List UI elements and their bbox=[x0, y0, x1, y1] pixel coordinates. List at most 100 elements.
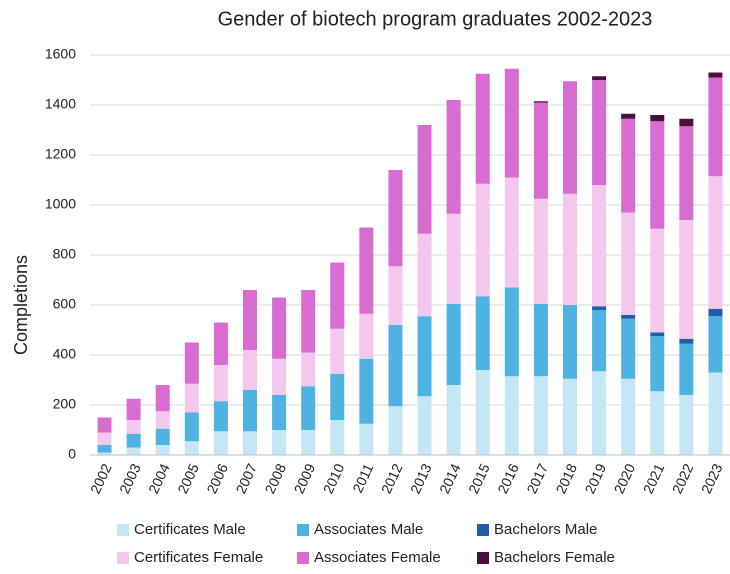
bar-segment bbox=[359, 423, 374, 455]
bar-segment bbox=[592, 80, 607, 185]
bar-segment bbox=[592, 185, 607, 307]
bar-segment bbox=[97, 432, 112, 445]
bar-segment bbox=[446, 213, 461, 304]
legend-swatch bbox=[117, 524, 129, 536]
bar-segment bbox=[592, 76, 607, 80]
bar-segment bbox=[621, 378, 636, 455]
bar-segment bbox=[213, 365, 228, 402]
bar-segment bbox=[126, 398, 141, 420]
y-tick-label: 1400 bbox=[45, 96, 76, 112]
bar-segment bbox=[563, 378, 577, 455]
legend-swatch bbox=[117, 552, 129, 564]
bar-segment bbox=[708, 176, 723, 309]
bar-segment bbox=[213, 322, 228, 365]
y-tick-label: 1200 bbox=[45, 146, 76, 162]
bar-segment bbox=[679, 126, 694, 220]
legend-label: Certificates Female bbox=[134, 549, 263, 566]
bar-segment bbox=[97, 417, 112, 433]
x-tick-label: 2019 bbox=[581, 461, 609, 496]
bar-segment bbox=[243, 350, 257, 390]
bar-segment bbox=[621, 212, 636, 315]
bar-segment bbox=[563, 305, 577, 379]
y-tick-label: 200 bbox=[53, 396, 77, 412]
legend-swatch bbox=[297, 524, 309, 536]
chart-title: Gender of biotech program graduates 2002… bbox=[218, 8, 653, 30]
legend-label: Associates Female bbox=[314, 549, 441, 566]
bar-segment bbox=[388, 266, 403, 325]
x-tick-label: 2021 bbox=[640, 461, 668, 496]
bar-segment bbox=[679, 118, 694, 127]
x-tick-label: 2022 bbox=[669, 461, 697, 496]
x-tick-label: 2010 bbox=[320, 461, 348, 496]
bar-segment bbox=[272, 395, 287, 430]
bar-segment bbox=[184, 383, 199, 413]
x-tick-label: 2023 bbox=[698, 461, 726, 496]
bar-segment bbox=[650, 332, 665, 337]
bar-segment bbox=[330, 373, 345, 420]
bar-segment bbox=[155, 445, 170, 455]
y-tick-label: 600 bbox=[53, 296, 77, 312]
x-tick-label: 2011 bbox=[349, 461, 376, 495]
bar-segment bbox=[184, 342, 199, 384]
legend-swatch bbox=[477, 552, 489, 564]
bar-segment bbox=[446, 385, 461, 455]
x-tick-label: 2018 bbox=[552, 461, 580, 496]
bar-segment bbox=[621, 315, 636, 319]
bar-segment bbox=[126, 420, 141, 434]
bar-segment bbox=[592, 371, 607, 455]
bar-segment bbox=[533, 102, 548, 199]
bar-segment bbox=[446, 100, 461, 214]
x-tick-label: 2015 bbox=[465, 461, 493, 496]
bar-segment bbox=[475, 183, 490, 297]
bar-segment bbox=[708, 72, 723, 78]
bar-segment bbox=[504, 376, 519, 455]
x-tick-label: 2012 bbox=[378, 461, 406, 496]
x-tick-label: 2016 bbox=[494, 461, 522, 496]
bar-segment bbox=[301, 290, 316, 353]
bar-segment bbox=[679, 220, 694, 339]
bar-segment bbox=[650, 121, 665, 229]
y-tick-label: 0 bbox=[68, 446, 76, 462]
bar-segment bbox=[301, 352, 316, 387]
bar-segment bbox=[417, 396, 432, 455]
bar-segment bbox=[679, 343, 694, 395]
bar-segment bbox=[359, 313, 374, 359]
bar-segment bbox=[417, 316, 432, 397]
y-tick-label: 1000 bbox=[45, 196, 76, 212]
bar-segment bbox=[97, 452, 112, 455]
bar-segment bbox=[679, 338, 694, 344]
bar-segment bbox=[679, 395, 694, 455]
bar-segment bbox=[533, 303, 548, 377]
x-tick-label: 2003 bbox=[116, 461, 144, 496]
bar-segment bbox=[533, 376, 548, 455]
x-tick-label: 2002 bbox=[87, 461, 115, 496]
x-tick-label: 2006 bbox=[203, 461, 231, 496]
bar-segment bbox=[184, 441, 199, 455]
y-tick-label: 800 bbox=[53, 246, 77, 262]
x-tick-label: 2004 bbox=[145, 461, 173, 496]
bar-segment bbox=[243, 390, 257, 432]
bar-segment bbox=[388, 170, 403, 267]
x-tick-label: 2007 bbox=[232, 461, 260, 496]
legend-label: Bachelors Female bbox=[494, 549, 615, 566]
bar-segment bbox=[446, 303, 461, 385]
bar-segment bbox=[708, 77, 723, 177]
bar-segment bbox=[621, 113, 636, 119]
bar-segment bbox=[243, 290, 257, 350]
bar-segment bbox=[272, 297, 287, 359]
bar-segment bbox=[708, 316, 723, 373]
bar-segment bbox=[301, 430, 316, 455]
bar-segment bbox=[563, 81, 577, 194]
bar-segment bbox=[126, 433, 141, 448]
bar-segment bbox=[650, 391, 665, 455]
bar-segment bbox=[708, 308, 723, 317]
x-tick-label: 2008 bbox=[261, 461, 289, 496]
bar-segment bbox=[330, 328, 345, 374]
bar-segment bbox=[475, 73, 490, 184]
x-tick-label: 2017 bbox=[523, 461, 551, 496]
y-tick-label: 400 bbox=[53, 346, 77, 362]
bar-segment bbox=[155, 411, 170, 429]
bar-segment bbox=[272, 430, 287, 455]
bar-segment bbox=[388, 406, 403, 455]
